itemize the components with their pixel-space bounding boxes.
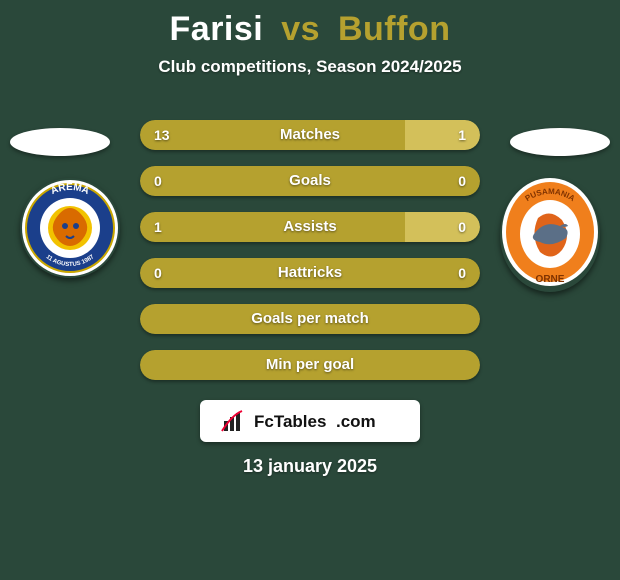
stat-bar: 00Goals: [140, 166, 480, 196]
bar-label: Hattricks: [140, 258, 480, 288]
title: Farisi vs Buffon: [0, 10, 620, 49]
subtitle: Club competitions, Season 2024/2025: [0, 57, 620, 77]
bar-label: Min per goal: [140, 350, 480, 380]
bar-label: Goals: [140, 166, 480, 196]
svg-text:ORNE: ORNE: [536, 274, 565, 285]
footer-area: FcTables .com 13 january 2025: [0, 396, 620, 477]
stat-bar: 10Assists: [140, 212, 480, 242]
stat-bar: 00Hattricks: [140, 258, 480, 288]
stat-bar: Goals per match: [140, 304, 480, 334]
title-player1: Farisi: [170, 10, 264, 48]
title-vs: vs: [273, 10, 328, 48]
bar-label: Matches: [140, 120, 480, 150]
stat-bar: Min per goal: [140, 350, 480, 380]
svg-text:.com: .com: [336, 412, 376, 431]
bar-label: Assists: [140, 212, 480, 242]
bar-label: Goals per match: [140, 304, 480, 334]
svg-text:FcTables: FcTables: [254, 412, 326, 431]
stat-bar: 131Matches: [140, 120, 480, 150]
stat-bars: 131Matches 00Goals 10Assists 00Hattricks Goa…: [140, 120, 480, 396]
left-club-badge: AREMA 11 AGUSTUS 1987: [20, 178, 120, 278]
title-player2: Buffon: [338, 10, 451, 48]
right-club-badge: PUSAMANIA ORNE: [500, 178, 600, 292]
fctables-logo: FcTables .com: [200, 400, 420, 442]
right-name-plate: [510, 128, 610, 156]
comparison-infographic: Farisi vs Buffon Club competitions, Seas…: [0, 0, 620, 580]
left-name-plate: [10, 128, 110, 156]
date: 13 january 2025: [0, 456, 620, 477]
